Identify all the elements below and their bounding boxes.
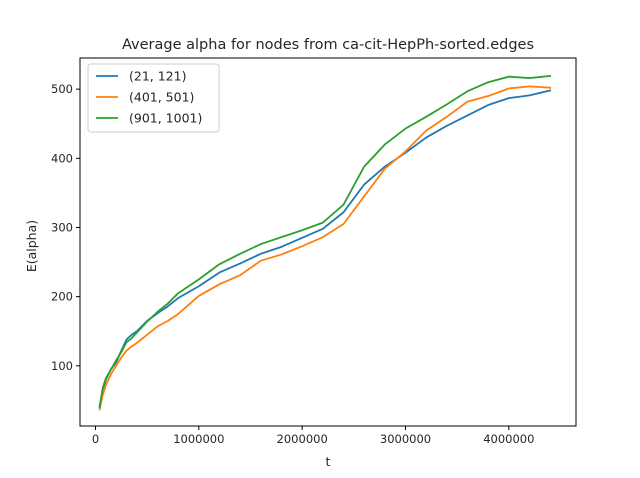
chart-title: Average alpha for nodes from ca-cit-HepP…: [122, 37, 534, 53]
axes-frame: [79, 57, 577, 427]
x-tick-label: 0: [92, 432, 99, 446]
axes: 0 1000000 2000000 3000000 4000000 100 200 300 40…: [51, 57, 577, 446]
plot-area: [98, 74, 552, 411]
legend-label-2: (401, 501): [129, 90, 194, 105]
y-tick-label: 200: [51, 290, 73, 304]
y-tick-label: 100: [51, 359, 73, 373]
y-tick-label: 400: [51, 151, 73, 165]
x-tick-label: 3000000: [380, 432, 431, 446]
x-tick-label: 2000000: [277, 432, 328, 446]
series-line-2: [98, 85, 552, 411]
y-tick-label: 300: [51, 220, 73, 234]
legend-label-3: (901, 1001): [129, 111, 202, 126]
series-line-3: [98, 74, 552, 409]
x-tick-label: 1000000: [173, 432, 224, 446]
y-tick-label: 500: [51, 82, 73, 96]
legend: (21, 121) (401, 501) (901, 1001): [87, 63, 220, 133]
legend-box: [87, 63, 220, 133]
y-axis-label: E(alpha): [24, 220, 39, 272]
x-tick-label: 4000000: [483, 432, 534, 446]
legend-label-1: (21, 121): [129, 69, 186, 84]
x-axis-label: t: [326, 454, 331, 469]
